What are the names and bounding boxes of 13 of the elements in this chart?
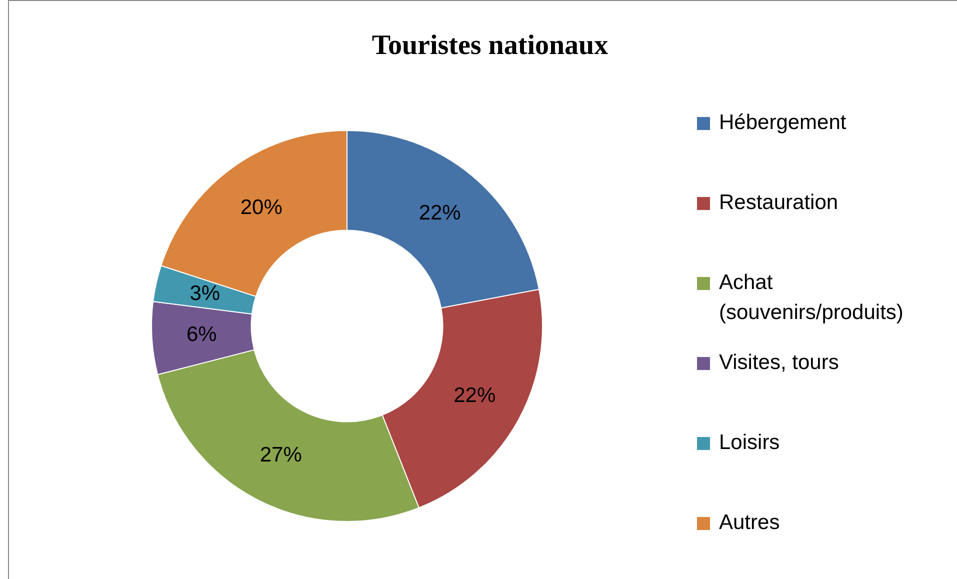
legend-label: Restauration [719, 190, 838, 216]
data-label: 22% [454, 384, 496, 407]
data-label: 27% [260, 444, 302, 467]
data-label: 6% [186, 322, 217, 346]
data-label: 22% [418, 202, 461, 225]
legend-label: Autres [719, 510, 780, 536]
legend-label: Loisirs [719, 430, 780, 456]
data-label: 20% [240, 196, 282, 219]
data-label: 3% [190, 282, 220, 306]
legend-label: Achat (souvenirs/produits) [719, 270, 904, 326]
chart-title: Touristes nationaux [370, 30, 610, 62]
legend-label: Visites, tours [719, 350, 839, 376]
legend-label: Hébergement [719, 110, 846, 136]
